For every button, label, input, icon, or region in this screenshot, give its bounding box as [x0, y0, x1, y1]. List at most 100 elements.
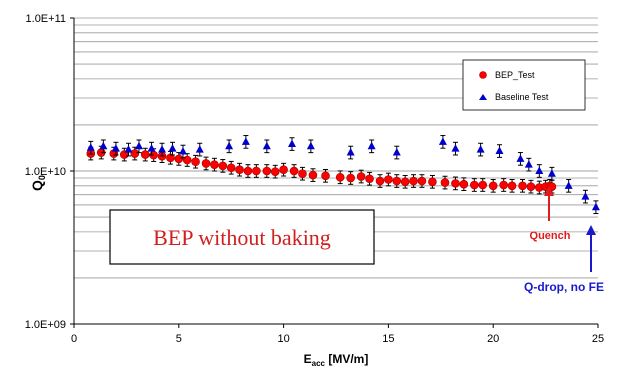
y-axis-title-main: Q [29, 180, 45, 191]
data-point [235, 165, 244, 174]
data-point [270, 167, 280, 176]
data-point [400, 177, 410, 187]
data-point [495, 146, 504, 155]
data-point [346, 148, 355, 156]
data-point [134, 141, 143, 150]
data-point [226, 163, 236, 173]
x-tick-label: 15 [382, 333, 394, 345]
y-tick-label: 1.0E+11 [26, 13, 66, 25]
data-point [195, 145, 204, 153]
y-ticks: 1.0E+09 1.0E+10 1.0E+11 [25, 13, 74, 331]
data-point [124, 145, 133, 153]
data-point [335, 172, 345, 182]
data-point [346, 173, 355, 183]
y-tick-label: 1.0E+09 [25, 319, 66, 331]
annotation-box: BEP without baking [109, 209, 375, 265]
x-axis-title-main: E [304, 352, 312, 366]
data-point [392, 176, 402, 186]
y-axis-title: Q0 [29, 175, 47, 191]
y-axis-title-sub: 0 [37, 175, 47, 180]
x-tick-label: 20 [487, 333, 499, 345]
data-point [262, 166, 272, 176]
x-axis-title-sub: acc [312, 359, 326, 368]
data-point [298, 169, 307, 179]
x-tick-label: 0 [71, 333, 77, 345]
data-point [375, 176, 385, 186]
data-point [111, 144, 120, 152]
data-point [356, 172, 366, 181]
data-point [178, 147, 187, 155]
data-point [451, 179, 460, 188]
x-ticks: 0 5 10 15 20 25 [71, 324, 604, 345]
legend: BEP_Test Baseline Test [462, 59, 586, 111]
data-point [306, 141, 315, 150]
data-point [241, 137, 250, 145]
data-point [440, 178, 450, 187]
quench-annotation: Quench [530, 186, 571, 242]
data-point [86, 143, 95, 151]
qdrop-annotation: Q-drop, no FE [524, 225, 604, 294]
data-point [518, 181, 527, 191]
data-point [507, 181, 517, 191]
quench-arrow-head [544, 186, 554, 196]
quench-label: Quench [530, 230, 571, 242]
data-point [130, 149, 140, 158]
data-point [581, 192, 590, 200]
qdrop-arrow-head [586, 225, 596, 235]
data-point [158, 145, 167, 153]
data-point [428, 177, 437, 187]
data-point [451, 144, 460, 152]
data-point [140, 150, 150, 159]
data-point [166, 153, 175, 163]
data-point [168, 144, 177, 152]
x-axis-title-unit: [MV/m] [325, 352, 368, 366]
data-point [478, 180, 488, 190]
data-point [367, 141, 376, 150]
data-point [279, 165, 288, 174]
data-point [417, 176, 427, 186]
data-point [308, 170, 318, 180]
data-point [438, 137, 447, 145]
data-point [470, 180, 479, 190]
data-point [392, 148, 401, 156]
data-point [459, 179, 469, 189]
x-tick-label: 5 [176, 333, 182, 345]
legend-box [462, 59, 586, 111]
grid-gap [266, 281, 348, 321]
x-tick-label: 10 [277, 333, 289, 345]
data-point [516, 154, 525, 162]
annotation-box-frame [109, 209, 375, 265]
data-point [547, 169, 556, 177]
plot-series [86, 135, 600, 215]
series-baseline-test [86, 135, 600, 215]
data-point [488, 181, 498, 191]
legend-marker-bep [479, 71, 487, 79]
data-point [409, 176, 418, 186]
data-point [191, 157, 200, 167]
y-tick-label: 1.0E+10 [25, 166, 66, 178]
data-point [262, 141, 271, 150]
legend-label-bep: BEP_Test [495, 70, 535, 80]
data-point [182, 155, 192, 165]
data-point [524, 160, 533, 168]
legend-label-baseline: Baseline Test [495, 92, 549, 102]
x-axis-title: Eacc [MV/m] [304, 352, 369, 368]
data-point [289, 166, 299, 176]
data-point [384, 175, 393, 184]
data-point [225, 141, 234, 150]
annotation-box-text: BEP without baking [153, 225, 331, 250]
data-point [218, 161, 228, 171]
data-point [564, 181, 573, 189]
data-point [526, 182, 536, 191]
data-point [499, 180, 508, 190]
data-point [99, 141, 108, 150]
data-point [201, 159, 211, 168]
legend-marker-baseline [479, 94, 487, 100]
x-tick-label: 25 [592, 333, 604, 345]
data-point [252, 166, 261, 176]
series-bep-test [86, 145, 557, 195]
data-point [243, 166, 253, 176]
qdrop-label: Q-drop, no FE [524, 280, 604, 294]
data-point [365, 174, 374, 184]
